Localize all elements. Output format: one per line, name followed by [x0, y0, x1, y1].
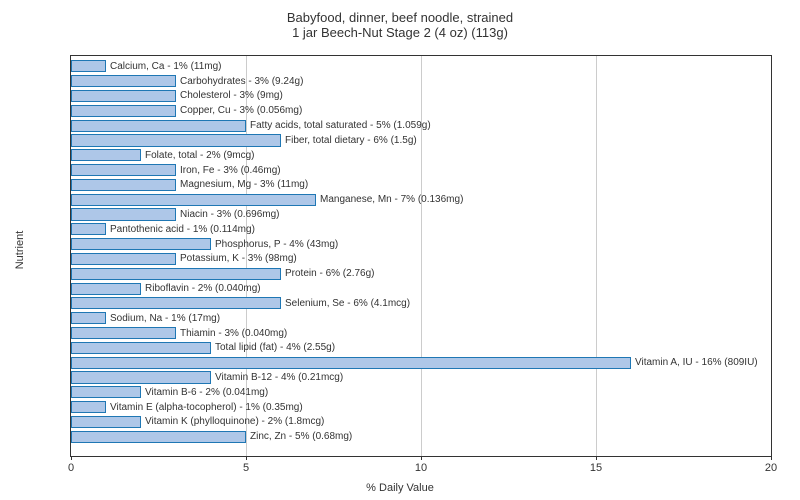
bar-row: Protein - 6% (2.76g): [71, 268, 771, 280]
chart-title-line2: 1 jar Beech-Nut Stage 2 (4 oz) (113g): [0, 25, 800, 40]
bar: [71, 416, 141, 428]
bar: [71, 208, 176, 220]
bar: [71, 60, 106, 72]
bar: [71, 312, 106, 324]
bar-label: Vitamin K (phylloquinone) - 2% (1.8mcg): [145, 416, 324, 427]
bar-label: Magnesium, Mg - 3% (11mg): [180, 179, 308, 190]
chart-title: Babyfood, dinner, beef noodle, strained …: [0, 10, 800, 40]
bar-row: Magnesium, Mg - 3% (11mg): [71, 179, 771, 191]
bar-row: Cholesterol - 3% (9mg): [71, 90, 771, 102]
bar: [71, 120, 246, 132]
bar-label: Vitamin A, IU - 16% (809IU): [635, 357, 758, 368]
x-axis-label: % Daily Value: [366, 482, 434, 494]
bar-row: Fiber, total dietary - 6% (1.5g): [71, 134, 771, 146]
bar-row: Vitamin K (phylloquinone) - 2% (1.8mcg): [71, 416, 771, 428]
bar-row: Zinc, Zn - 5% (0.68mg): [71, 431, 771, 443]
bar: [71, 357, 631, 369]
bar-row: Calcium, Ca - 1% (11mg): [71, 60, 771, 72]
bar: [71, 223, 106, 235]
bar: [71, 268, 281, 280]
bar: [71, 342, 211, 354]
chart-title-line1: Babyfood, dinner, beef noodle, strained: [0, 10, 800, 25]
bar-row: Selenium, Se - 6% (4.1mcg): [71, 297, 771, 309]
bar-label: Manganese, Mn - 7% (0.136mg): [320, 194, 463, 205]
bar: [71, 149, 141, 161]
bar-label: Fatty acids, total saturated - 5% (1.059…: [250, 120, 431, 131]
x-tick-mark: [246, 456, 247, 460]
bar: [71, 283, 141, 295]
bar-row: Vitamin E (alpha-tocopherol) - 1% (0.35m…: [71, 401, 771, 413]
plot-area: 05101520Calcium, Ca - 1% (11mg)Carbohydr…: [70, 55, 772, 457]
bar: [71, 401, 106, 413]
x-tick-mark: [771, 456, 772, 460]
bar-row: Phosphorus, P - 4% (43mg): [71, 238, 771, 250]
bar: [71, 164, 176, 176]
bar-label: Folate, total - 2% (9mcg): [145, 150, 254, 161]
x-tick-mark: [596, 456, 597, 460]
bar-row: Iron, Fe - 3% (0.46mg): [71, 164, 771, 176]
bar-label: Niacin - 3% (0.696mg): [180, 209, 279, 220]
bar: [71, 371, 211, 383]
bar: [71, 134, 281, 146]
bar: [71, 90, 176, 102]
bar: [71, 253, 176, 265]
bar-label: Iron, Fe - 3% (0.46mg): [180, 165, 281, 176]
bar-label: Vitamin E (alpha-tocopherol) - 1% (0.35m…: [110, 402, 303, 413]
bar-label: Vitamin B-12 - 4% (0.21mcg): [215, 372, 343, 383]
bar-label: Selenium, Se - 6% (4.1mcg): [285, 298, 410, 309]
bar-row: Thiamin - 3% (0.040mg): [71, 327, 771, 339]
bar-label: Cholesterol - 3% (9mg): [180, 90, 283, 101]
bar-row: Riboflavin - 2% (0.040mg): [71, 283, 771, 295]
bar-row: Potassium, K - 3% (98mg): [71, 253, 771, 265]
bar: [71, 179, 176, 191]
bar-row: Vitamin B-6 - 2% (0.041mg): [71, 386, 771, 398]
bar: [71, 386, 141, 398]
bar-row: Copper, Cu - 3% (0.056mg): [71, 105, 771, 117]
bar-label: Potassium, K - 3% (98mg): [180, 253, 297, 264]
x-tick-mark: [421, 456, 422, 460]
bar-row: Folate, total - 2% (9mcg): [71, 149, 771, 161]
bar-label: Phosphorus, P - 4% (43mg): [215, 239, 338, 250]
bar-row: Vitamin B-12 - 4% (0.21mcg): [71, 371, 771, 383]
bar-row: Carbohydrates - 3% (9.24g): [71, 75, 771, 87]
bar: [71, 327, 176, 339]
x-tick-mark: [71, 456, 72, 460]
bar-row: Niacin - 3% (0.696mg): [71, 208, 771, 220]
x-tick-label: 0: [68, 462, 74, 474]
bar-label: Total lipid (fat) - 4% (2.55g): [215, 342, 335, 353]
nutrition-chart: Babyfood, dinner, beef noodle, strained …: [0, 0, 800, 500]
y-axis-label: Nutrient: [14, 231, 26, 270]
x-tick-label: 10: [415, 462, 427, 474]
bar: [71, 431, 246, 443]
bar-label: Calcium, Ca - 1% (11mg): [110, 61, 222, 72]
bar-row: Pantothenic acid - 1% (0.114mg): [71, 223, 771, 235]
x-tick-label: 15: [590, 462, 602, 474]
bar: [71, 297, 281, 309]
bar-row: Total lipid (fat) - 4% (2.55g): [71, 342, 771, 354]
bar-label: Fiber, total dietary - 6% (1.5g): [285, 135, 417, 146]
bar-label: Sodium, Na - 1% (17mg): [110, 313, 220, 324]
x-tick-label: 20: [765, 462, 777, 474]
bar-row: Sodium, Na - 1% (17mg): [71, 312, 771, 324]
bar-label: Carbohydrates - 3% (9.24g): [180, 76, 303, 87]
bar-label: Zinc, Zn - 5% (0.68mg): [250, 431, 352, 442]
bar-label: Thiamin - 3% (0.040mg): [180, 328, 287, 339]
bar-label: Riboflavin - 2% (0.040mg): [145, 283, 261, 294]
bar: [71, 194, 316, 206]
bar: [71, 75, 176, 87]
bar-row: Fatty acids, total saturated - 5% (1.059…: [71, 120, 771, 132]
bar: [71, 238, 211, 250]
x-tick-label: 5: [243, 462, 249, 474]
bar-label: Pantothenic acid - 1% (0.114mg): [110, 224, 255, 235]
bar-label: Protein - 6% (2.76g): [285, 268, 375, 279]
bar-label: Vitamin B-6 - 2% (0.041mg): [145, 387, 268, 398]
bar-label: Copper, Cu - 3% (0.056mg): [180, 105, 302, 116]
bar-row: Vitamin A, IU - 16% (809IU): [71, 357, 771, 369]
bar: [71, 105, 176, 117]
bar-row: Manganese, Mn - 7% (0.136mg): [71, 194, 771, 206]
